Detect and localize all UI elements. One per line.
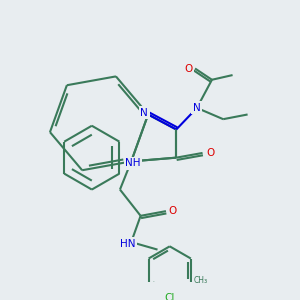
Text: N: N <box>193 103 201 113</box>
Text: HN: HN <box>120 239 135 249</box>
Text: O: O <box>206 148 214 158</box>
Text: O: O <box>168 206 177 216</box>
Text: Cl: Cl <box>164 293 175 300</box>
Text: CH₃: CH₃ <box>193 276 207 285</box>
Text: NH: NH <box>125 158 141 168</box>
Text: O: O <box>184 64 193 74</box>
Text: N: N <box>140 108 148 118</box>
